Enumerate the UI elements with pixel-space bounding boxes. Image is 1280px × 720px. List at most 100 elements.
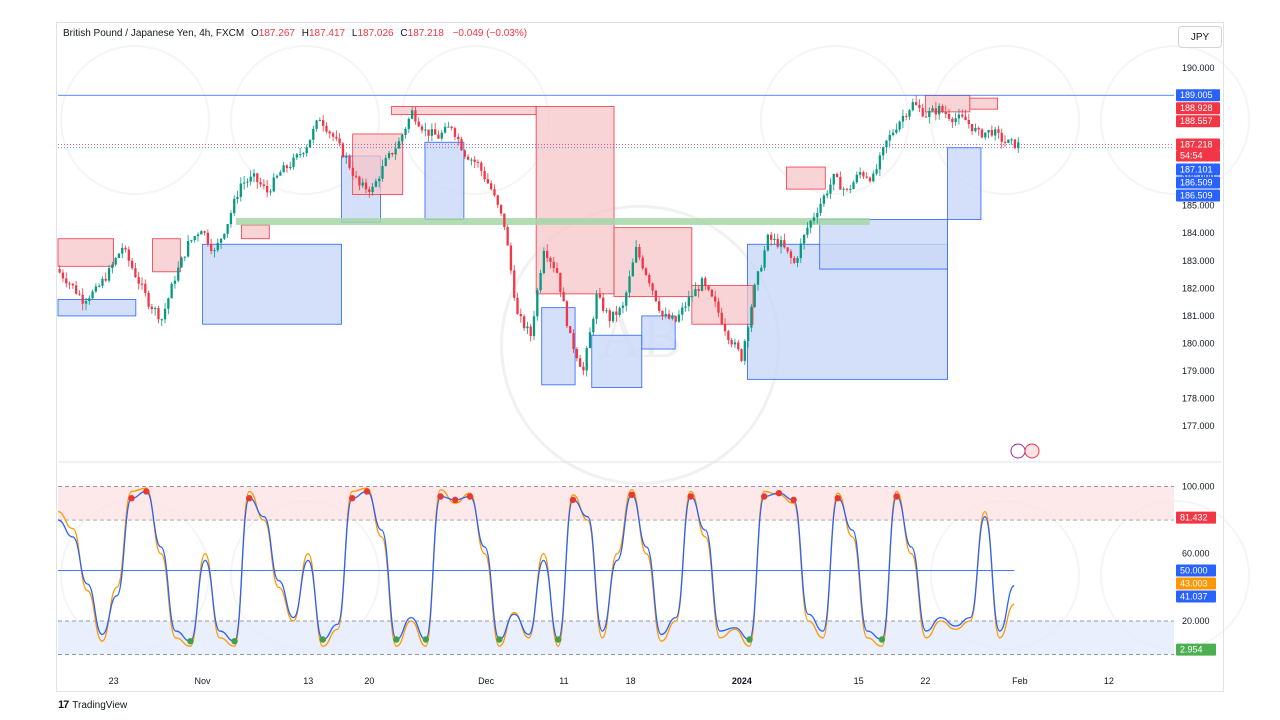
candle-body: [61, 272, 65, 279]
lightning-icon: [1010, 443, 1026, 459]
price-tag-label: 189.005: [1180, 90, 1213, 100]
oversold-dot: [878, 636, 886, 643]
candle-body: [760, 267, 763, 272]
candle-body: [328, 131, 331, 134]
candle-body: [931, 108, 934, 111]
supply-zone: [241, 224, 270, 240]
candle-body: [951, 118, 954, 123]
oversold-dot: [319, 636, 327, 643]
price-tag: [1176, 163, 1220, 176]
candle-body: [302, 153, 305, 155]
candle-body: [947, 113, 951, 119]
candle-body: [279, 172, 282, 176]
oscillator-tag-label: 2.954: [1180, 645, 1203, 655]
candle-body: [598, 294, 602, 298]
overbought-dot: [687, 493, 694, 500]
stochastic-d-line: [57, 487, 1015, 647]
candle-body: [447, 126, 450, 128]
oscillator-tag-label: 81.432: [1180, 513, 1208, 523]
price-tick-label: 185.000: [1182, 201, 1215, 211]
price-tick-label: 184.000: [1182, 228, 1215, 238]
candle-body: [690, 296, 694, 298]
oscillator-tag: [1176, 643, 1216, 656]
candle-body: [506, 227, 509, 246]
candle-body: [826, 193, 829, 196]
candle-body: [140, 283, 144, 285]
currency-button[interactable]: JPY: [1178, 26, 1222, 48]
candle-body: [714, 296, 717, 302]
candle-body: [463, 150, 466, 157]
candle-body: [163, 308, 167, 320]
ohlc-open-value: 187.267: [258, 28, 295, 39]
candle-body: [516, 297, 519, 314]
candle-body: [648, 274, 651, 284]
candle-body: [819, 203, 822, 213]
candle-body: [331, 133, 335, 137]
demand-zone: [424, 141, 465, 220]
candle-body: [466, 156, 470, 160]
candle-body: [957, 114, 961, 119]
candle-body: [542, 250, 546, 273]
candle-body: [858, 172, 862, 175]
oversold-dot: [422, 636, 430, 643]
price-tick-label: 181.000: [1182, 311, 1215, 321]
time-tick-label: 22: [920, 676, 930, 686]
candle-body: [730, 340, 733, 345]
time-tick-label: 13: [303, 676, 313, 686]
candle-body: [91, 291, 94, 299]
time-tick-label: 23: [109, 676, 119, 686]
oscillator-tag-label: 43.003: [1180, 579, 1208, 589]
candle-body: [865, 176, 868, 178]
candle-body: [509, 245, 513, 271]
candle-body: [572, 333, 575, 349]
candle-body: [842, 188, 845, 190]
candle-body: [98, 285, 101, 287]
candle-body: [503, 213, 506, 228]
oscillator-tick-label: 20.000: [1182, 616, 1210, 626]
candle-body: [381, 165, 384, 179]
candle-body: [434, 129, 437, 135]
overbought-dot: [893, 493, 900, 500]
event-icon: [1024, 443, 1040, 459]
candle-body: [898, 121, 901, 130]
candle-body: [575, 348, 578, 359]
candle-body: [1003, 141, 1007, 143]
price-tag: [1176, 102, 1220, 115]
candle-body: [882, 147, 885, 156]
candle-body: [183, 256, 186, 258]
price-tick-label: 177.000: [1182, 421, 1215, 431]
candle-body: [737, 342, 740, 350]
candle-body: [806, 227, 809, 235]
candle-body: [964, 116, 967, 121]
candle-body: [107, 268, 111, 281]
candle-body: [496, 195, 499, 205]
candle-body: [387, 152, 391, 159]
candle-body: [68, 283, 71, 285]
candle-body: [582, 366, 585, 371]
candle-body: [671, 316, 674, 319]
candle-body: [229, 213, 233, 225]
overbought-dot: [363, 488, 371, 495]
candle-body: [473, 159, 476, 162]
candle-body: [213, 250, 216, 252]
candle-body: [358, 176, 361, 186]
time-tick-label: 2024: [732, 676, 752, 686]
candle-body: [707, 285, 710, 290]
candle-body: [186, 241, 190, 257]
candle-body: [845, 188, 849, 190]
candle-body: [888, 134, 891, 141]
oversold-dot: [393, 636, 400, 643]
candle-body: [710, 289, 714, 297]
candle-body: [378, 178, 381, 182]
footer-branding: 17 TradingView: [58, 699, 127, 711]
price-tag-label: 187.101: [1180, 164, 1213, 174]
candle-body: [476, 161, 480, 163]
candle-body: [298, 154, 302, 156]
candle-body: [753, 284, 756, 307]
change-value: −0.049 (−0.03%): [452, 28, 528, 39]
candle-body: [658, 301, 661, 311]
candle-body: [341, 143, 345, 158]
candle-body: [1010, 139, 1013, 141]
candle-body: [549, 257, 552, 262]
